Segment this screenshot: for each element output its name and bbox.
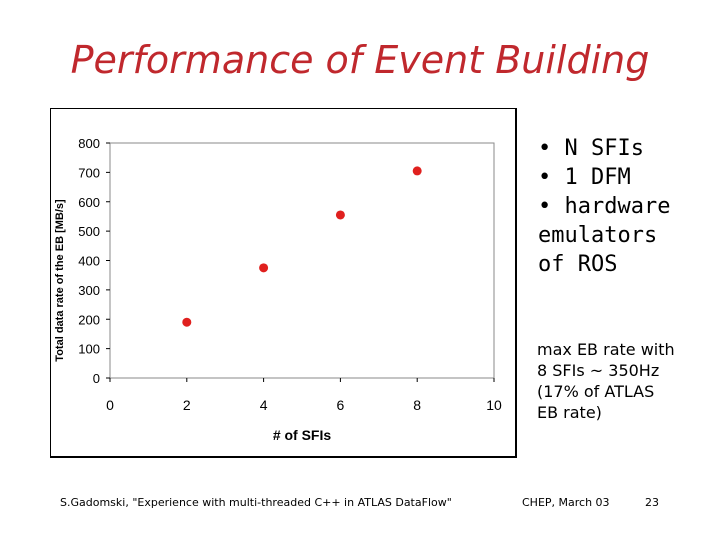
bullet-emulators: emulators — [538, 223, 658, 248]
bullet-1-dfm: • 1 DFM — [538, 165, 631, 190]
bullet-list: • N SFIs • 1 DFM • hardware emulators of… — [538, 134, 718, 279]
x-tick-label: 10 — [486, 397, 502, 413]
data-point — [335, 210, 345, 220]
x-axis-title: # of SFIs — [273, 427, 332, 443]
y-tick-label: 200 — [78, 312, 100, 327]
y-tick-label: 800 — [78, 136, 100, 151]
note-line: max EB rate with — [537, 340, 675, 359]
y-tick-label: 300 — [78, 283, 100, 298]
note-line: EB rate) — [537, 403, 602, 422]
x-tick-label: 2 — [183, 397, 191, 413]
x-tick-label: 0 — [106, 397, 114, 413]
slide-title: Performance of Event Building — [70, 38, 650, 82]
data-point — [259, 263, 269, 273]
footer-page-number: 23 — [645, 496, 659, 509]
note-line: (17% of ATLAS — [537, 382, 655, 401]
plot-area — [109, 142, 495, 379]
y-tick-label: 100 — [78, 342, 100, 357]
bullet-of-ros: of ROS — [538, 252, 618, 277]
y-tick-label: 400 — [78, 254, 100, 269]
bullet-hardware: • hardware — [538, 194, 671, 219]
x-tick-label: 8 — [413, 397, 421, 413]
y-axis-title: Total data rate of the EB [MB/s] — [54, 199, 66, 362]
y-tick-label: 700 — [78, 165, 100, 180]
note-line: 8 SFIs ~ 350Hz — [537, 361, 660, 380]
y-tick-label: 500 — [78, 224, 100, 239]
x-tick-label: 6 — [337, 397, 345, 413]
footer-conference: CHEP, March 03 — [522, 496, 610, 509]
chart-frame — [50, 108, 517, 458]
data-point — [412, 166, 422, 176]
max-rate-note: max EB rate with 8 SFIs ~ 350Hz (17% of … — [537, 339, 717, 423]
footer-citation: S.Gadomski, "Experience with multi-threa… — [60, 496, 452, 509]
data-point — [182, 317, 192, 327]
bullet-n-sfis: • N SFIs — [538, 136, 644, 161]
x-tick-label: 4 — [260, 397, 268, 413]
y-tick-label: 0 — [93, 371, 100, 386]
y-tick-label: 600 — [78, 195, 100, 210]
